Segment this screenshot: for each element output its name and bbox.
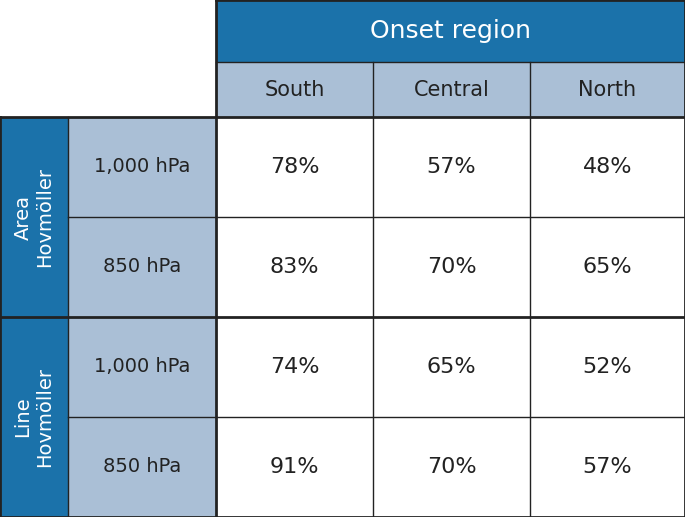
Text: 78%: 78% xyxy=(270,157,319,177)
Text: 70%: 70% xyxy=(427,457,476,477)
Bar xyxy=(530,117,685,217)
Text: Area
Hovmöller: Area Hovmöller xyxy=(14,167,55,267)
Text: 65%: 65% xyxy=(427,357,476,377)
Bar xyxy=(530,217,685,317)
Bar xyxy=(0,317,68,517)
Text: 52%: 52% xyxy=(583,357,632,377)
Text: Onset region: Onset region xyxy=(370,19,531,43)
Bar xyxy=(373,317,530,417)
Bar xyxy=(373,117,530,217)
Text: 57%: 57% xyxy=(583,457,632,477)
Text: 74%: 74% xyxy=(270,357,319,377)
Bar xyxy=(68,117,216,217)
Text: 1,000 hPa: 1,000 hPa xyxy=(94,158,190,176)
Text: North: North xyxy=(578,80,636,99)
Bar xyxy=(68,317,216,417)
Text: 850 hPa: 850 hPa xyxy=(103,458,181,477)
Text: 91%: 91% xyxy=(270,457,319,477)
Text: 48%: 48% xyxy=(583,157,632,177)
Bar xyxy=(530,317,685,417)
Text: 850 hPa: 850 hPa xyxy=(103,257,181,277)
Bar xyxy=(68,217,216,317)
Text: South: South xyxy=(264,80,325,99)
Bar xyxy=(216,317,373,417)
Bar xyxy=(216,117,373,217)
Bar xyxy=(530,417,685,517)
Bar xyxy=(68,417,216,517)
Bar xyxy=(216,0,685,62)
Text: 57%: 57% xyxy=(427,157,476,177)
Text: 1,000 hPa: 1,000 hPa xyxy=(94,357,190,376)
Bar xyxy=(216,62,685,117)
Bar xyxy=(0,117,68,317)
Text: 65%: 65% xyxy=(583,257,632,277)
Text: Line
Hovmöller: Line Hovmöller xyxy=(14,367,55,467)
Text: Central: Central xyxy=(414,80,490,99)
Bar xyxy=(216,217,373,317)
Bar xyxy=(373,417,530,517)
Bar xyxy=(373,217,530,317)
Text: 83%: 83% xyxy=(270,257,319,277)
Bar xyxy=(216,417,373,517)
Text: 70%: 70% xyxy=(427,257,476,277)
